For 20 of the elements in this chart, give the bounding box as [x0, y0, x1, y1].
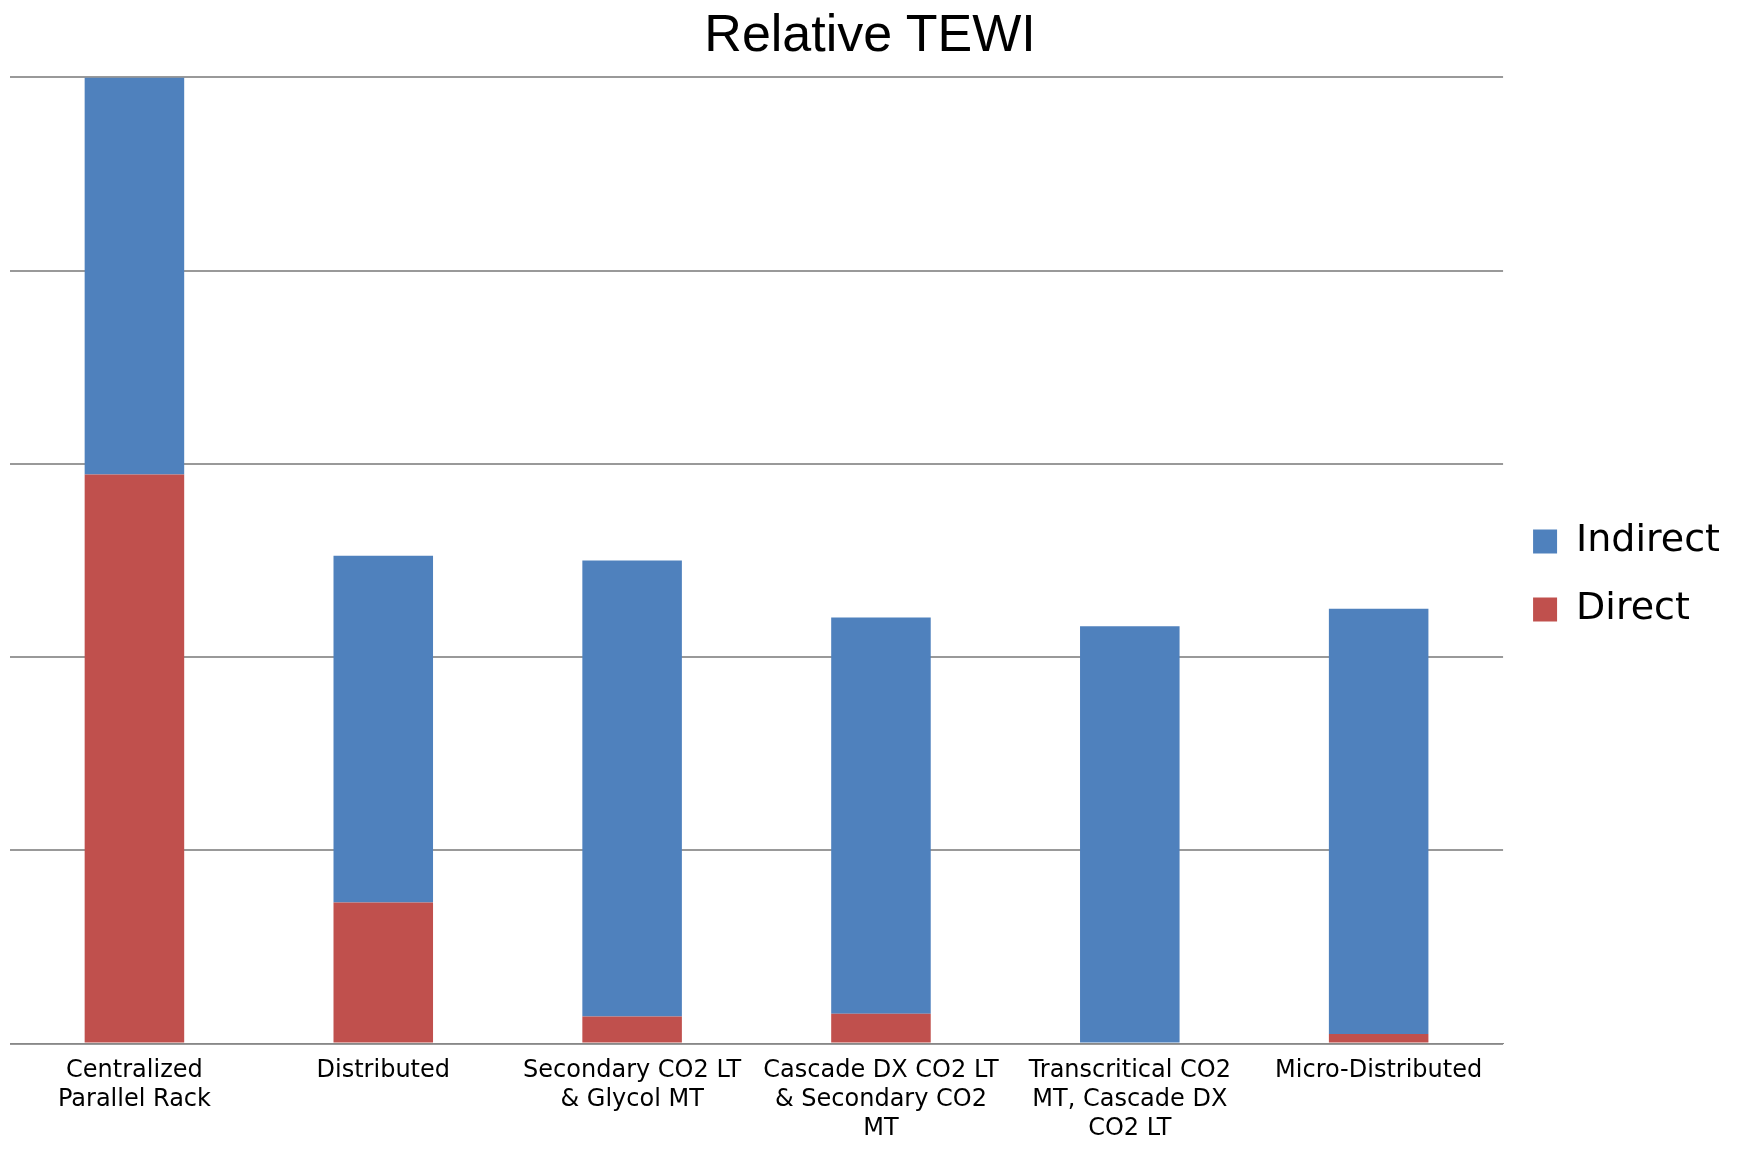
x-tick-label: Cascade DX CO2 LT & Secondary CO2 MT — [763, 1055, 999, 1141]
x-tick-label: Transcritical CO2 MT, Cascade DX CO2 LT — [1027, 1055, 1231, 1141]
bar — [333, 555, 434, 903]
chart-title: Relative TEWI — [704, 3, 1036, 62]
bar — [831, 1013, 931, 1043]
legend-label: Indirect — [1576, 516, 1721, 561]
bar — [1328, 1033, 1429, 1043]
bar — [831, 617, 931, 1014]
bar — [84, 77, 185, 475]
x-tick-label: Micro-Distributed — [1275, 1055, 1483, 1084]
bar — [582, 560, 682, 1017]
legend-label: Direct — [1576, 584, 1690, 629]
bar — [84, 474, 185, 1043]
bar — [1080, 626, 1180, 1043]
x-tick-label: Centralized Parallel Rack — [57, 1055, 212, 1113]
bar — [582, 1016, 682, 1043]
x-tick-label: Distributed — [316, 1055, 450, 1084]
x-tick-label: Secondary CO2 LT & Glycol MT — [523, 1055, 742, 1113]
bar — [1328, 608, 1429, 1034]
bar — [333, 902, 434, 1043]
